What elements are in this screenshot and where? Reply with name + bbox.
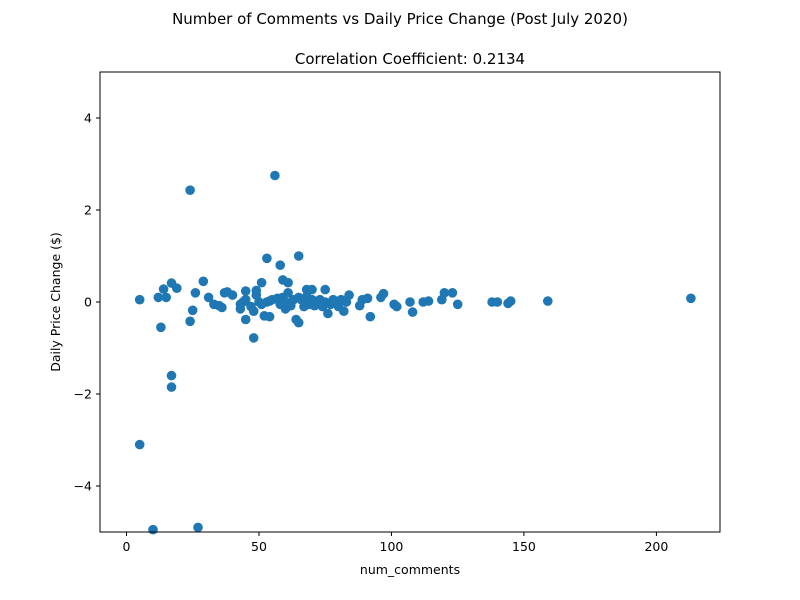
- data-point-16: [198, 276, 209, 287]
- data-point-52: [283, 277, 293, 288]
- data-point-87: [378, 288, 389, 299]
- data-point-8: [166, 370, 177, 381]
- data-point-27: [240, 294, 251, 305]
- data-point-17: [203, 292, 214, 303]
- data-point-29: [240, 314, 251, 325]
- data-point-15: [193, 522, 203, 533]
- data-point-53: [283, 288, 293, 298]
- data-point-2: [148, 524, 158, 535]
- data-point-101: [505, 296, 516, 306]
- data-point-81: [344, 290, 354, 300]
- data-point-6: [161, 292, 171, 303]
- data-point-93: [423, 296, 434, 306]
- data-point-96: [447, 288, 458, 298]
- y-axis: −4 −2 0 2 4: [74, 111, 100, 494]
- data-point-102: [543, 296, 553, 306]
- data-point-1: [134, 439, 145, 450]
- chart-title: Correlation Coefficient: 0.2134: [295, 50, 525, 68]
- data-point-103: [686, 293, 696, 304]
- y-axis-label: Daily Price Change ($): [48, 232, 63, 372]
- data-point-44: [270, 170, 280, 181]
- data-point-95: [439, 288, 450, 298]
- points-layer: [134, 170, 696, 535]
- data-point-58: [293, 317, 304, 328]
- data-point-97: [452, 299, 463, 310]
- data-point-91: [407, 307, 418, 317]
- data-point-71: [320, 284, 331, 295]
- data-point-84: [362, 293, 373, 304]
- data-point-10: [172, 283, 182, 294]
- data-point-5: [158, 284, 169, 294]
- data-point-89: [392, 301, 402, 312]
- data-point-85: [365, 311, 376, 322]
- data-point-12: [185, 316, 195, 327]
- data-point-9: [166, 382, 177, 392]
- data-point-90: [405, 297, 415, 307]
- y-tick-label: 2: [84, 203, 92, 218]
- data-point-65: [307, 284, 317, 295]
- data-point-79: [339, 306, 349, 317]
- data-point-41: [264, 311, 275, 322]
- x-tick-label: 200: [644, 539, 668, 554]
- data-point-99: [492, 297, 503, 307]
- y-tick-label: −4: [74, 479, 92, 494]
- data-point-23: [227, 290, 238, 300]
- data-point-57: [293, 251, 304, 261]
- data-point-31: [248, 306, 259, 317]
- data-point-46: [275, 260, 286, 271]
- x-tick-label: 100: [380, 539, 404, 554]
- data-point-13: [187, 305, 198, 316]
- data-point-14: [190, 288, 201, 298]
- y-tick-label: −2: [74, 387, 92, 402]
- figure-suptitle: Number of Comments vs Daily Price Change…: [172, 10, 628, 28]
- y-tick-label: 0: [84, 295, 92, 310]
- data-point-32: [248, 333, 259, 343]
- x-tick-label: 50: [251, 539, 267, 554]
- data-point-37: [256, 277, 267, 288]
- data-point-20: [217, 302, 227, 313]
- data-point-4: [156, 322, 166, 333]
- data-point-28: [240, 286, 251, 296]
- data-point-3: [153, 292, 164, 303]
- x-tick-label: 0: [123, 539, 131, 554]
- data-point-11: [185, 185, 195, 195]
- x-axis: 0 50 100 150 200: [123, 532, 668, 554]
- x-axis-label: num_comments: [360, 562, 460, 577]
- y-tick-label: 4: [84, 111, 92, 126]
- data-point-0: [134, 294, 145, 305]
- data-point-73: [323, 308, 333, 319]
- x-tick-label: 150: [512, 539, 536, 554]
- data-point-39: [262, 253, 272, 264]
